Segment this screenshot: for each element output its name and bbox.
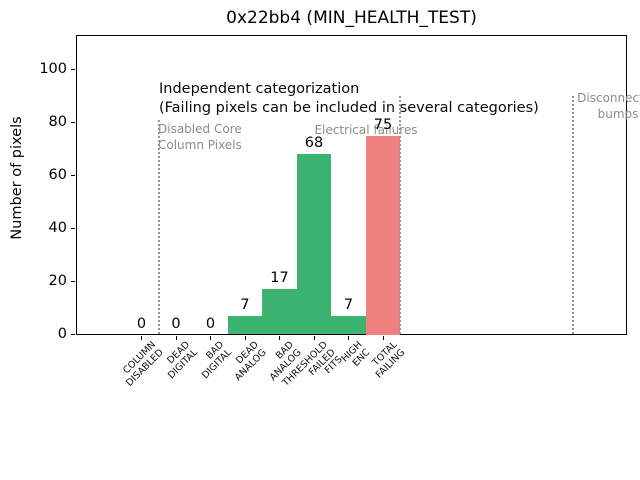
x-tick xyxy=(244,335,246,340)
x-tick xyxy=(382,335,384,340)
bar-value-label: 7 xyxy=(240,296,250,313)
separator-dotted-line xyxy=(571,96,574,334)
y-tick-label: 40 xyxy=(48,220,67,236)
bar-threshold-failed-fits xyxy=(296,154,332,335)
bar-value-label: 17 xyxy=(270,270,289,287)
x-tick xyxy=(279,335,280,340)
bar-dead-analog xyxy=(227,315,263,335)
plot-area: Independent categorization (Failing pixe… xyxy=(76,35,640,335)
x-tick-label: TOTAL FAILING xyxy=(369,339,407,381)
separator-dotted-line xyxy=(157,120,160,334)
y-tick xyxy=(71,334,75,335)
y-tick xyxy=(71,281,75,282)
x-tick-label: DEAD DIGITAL xyxy=(165,339,200,381)
bar-high-enc xyxy=(331,315,366,335)
bar-bad-analog xyxy=(262,289,297,335)
annotation-electrical-failures: Electrical failures xyxy=(314,123,418,137)
bar-value-label: 75 xyxy=(373,116,393,133)
y-tick xyxy=(71,175,75,176)
annotation-independent-categorization: Independent categorization xyxy=(159,81,360,97)
y-tick xyxy=(71,228,75,229)
y-tick-label: 20 xyxy=(48,273,67,289)
x-tick-label: BAD DIGITAL xyxy=(199,339,234,381)
annotation-failing-note: (Failing pixels can be included in sever… xyxy=(159,100,539,116)
separator-dotted-line xyxy=(399,96,402,334)
annotation-disconnected-bumps: Disconnected bumps xyxy=(577,91,640,121)
bar-value-label: 0 xyxy=(136,315,147,332)
y-tick-label: 80 xyxy=(48,114,67,130)
x-tick-label: COLUMN DISABLED xyxy=(120,339,165,389)
y-axis-label: Number of pixels xyxy=(9,116,25,240)
y-tick-label: 100 xyxy=(39,61,67,77)
bar-value-label: 68 xyxy=(304,135,324,152)
x-tick xyxy=(141,335,142,340)
bar-value-label: 0 xyxy=(171,315,181,332)
chart-title: 0x22bb4 (MIN_HEALTH_TEST) xyxy=(226,8,477,28)
x-tick xyxy=(175,335,177,340)
bar-value-label: 7 xyxy=(343,296,354,313)
annotation-disabled-core-column-pixels: Disabled Core Column Pixels xyxy=(158,122,242,152)
x-tick xyxy=(313,335,315,340)
y-tick xyxy=(71,122,75,123)
x-tick-label: DEAD ANALOG xyxy=(232,339,269,383)
x-tick xyxy=(210,335,211,340)
y-tick-label: 60 xyxy=(48,167,67,183)
y-tick xyxy=(71,69,75,70)
bar-total-failing xyxy=(365,135,401,335)
bar-value-label: 0 xyxy=(205,315,216,332)
y-tick-label: 0 xyxy=(57,326,67,342)
x-tick xyxy=(348,335,349,340)
